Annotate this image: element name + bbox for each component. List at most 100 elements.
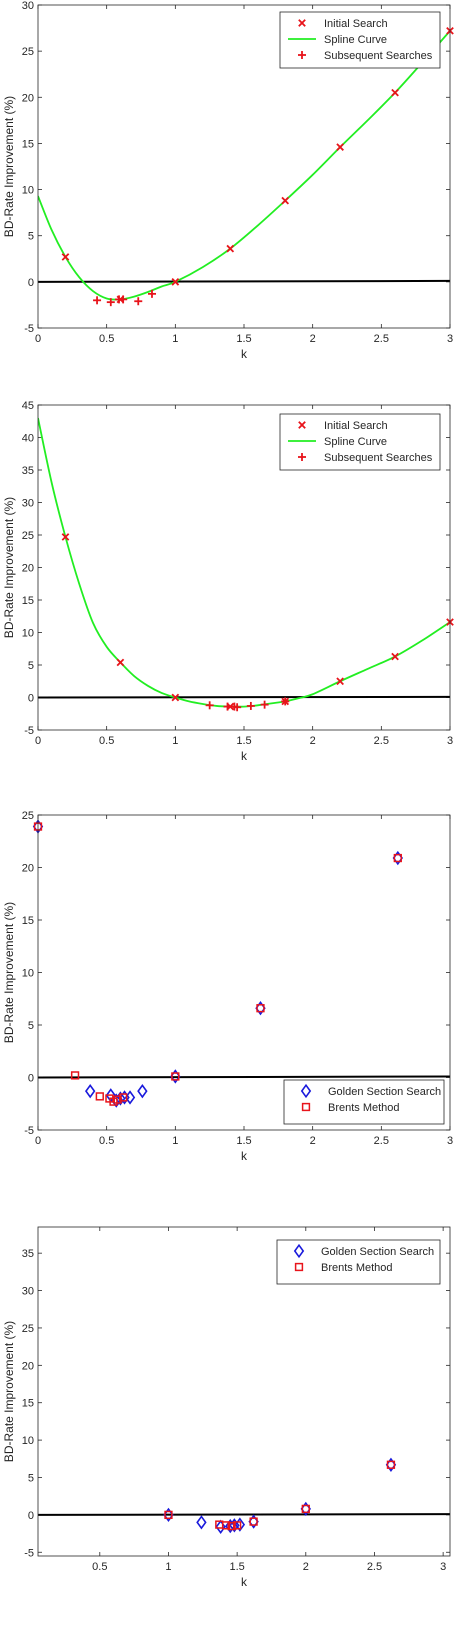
x-axis-label: k [241,749,248,763]
point-brents-method [118,1093,128,1102]
axes-box [37,4,451,329]
legend-swatch [298,453,306,461]
legend: Initial Search Spline Curve Subsequent Sea… [279,413,441,471]
point-golden-section-search [137,1083,148,1099]
point-initial-search [281,196,290,205]
point-brents-method [113,1095,122,1104]
point-subsequent-searches [246,701,255,710]
point-initial-search [336,143,344,151]
x-tick-label: 1 [172,333,178,345]
x-tick-label: 2 [310,333,316,345]
y-tick-label: 10 [22,1435,34,1447]
y-tick-label: 20 [22,863,34,875]
legend-swatch [293,1243,305,1259]
x-tick-label: 2 [303,1561,309,1573]
legend: Golden Section Search Brents Method [276,1239,441,1285]
point-brents-method [301,1504,310,1514]
x-tick-label: 1 [172,735,178,747]
zero-reference-line [37,1513,451,1516]
legend-box [279,413,441,471]
y-tick-label: 10 [22,968,34,980]
y-axis: -5 0 5 10 15 20 25 [22,810,450,1137]
y-tick-label: 25 [22,810,34,822]
point-brents-method [227,1521,236,1531]
legend-label: Brents Method [321,1262,393,1274]
y-tick-label: 15 [22,1398,34,1410]
y-axis: -5 0 5 10 15 20 25 30 [22,0,450,335]
legend-label: Golden Section Search [321,1246,434,1258]
point-golden-section-search [84,1083,96,1099]
x-tick-label: 3 [447,1135,453,1147]
y-tick-label: 30 [22,0,34,12]
y-axis-label: BD-Rate Improvement (%) [2,96,16,237]
x-tick-label: 2.5 [374,333,389,345]
point-brents-method [171,1072,180,1081]
point-initial-search [226,244,235,253]
legend-label: Subsequent Searches [324,50,433,62]
legend-label: Spline Curve [324,34,387,46]
point-brents-method [164,1510,173,1520]
point-initial-search [391,88,399,97]
legend: Initial Search Spline Curve Subsequent Sea… [279,11,441,69]
legend-label: Initial Search [324,420,388,432]
point-subsequent-searches [106,298,115,307]
y-tick-label: 5 [28,231,34,243]
y-tick-label: 10 [22,185,34,197]
point-initial-search [171,278,180,286]
y-tick-label: 5 [28,1472,34,1484]
y-tick-label: 20 [22,1360,34,1372]
y-tick-label: 15 [22,595,34,607]
x-tick-label: 1.5 [236,1135,251,1147]
point-subsequent-searches [223,702,232,711]
y-tick-label: 35 [22,465,34,477]
axes-box [37,404,451,731]
y-axis: -5 0 5 10 15 20 25 30 35 40 45 [22,400,450,737]
y-axis: -5 0 5 10 15 20 25 30 35 [22,1248,450,1559]
legend-swatch [298,51,306,59]
point-initial-search [391,652,399,661]
x-tick-label: 1 [165,1561,171,1573]
y-tick-label: 5 [28,660,34,672]
x-tick-label: 0.5 [99,735,114,747]
y-tick-label: -5 [24,1125,34,1137]
legend-label: Golden Section Search [328,1086,441,1098]
y-tick-label: -5 [24,725,34,737]
point-subsequent-searches [147,289,156,298]
y-tick-label: 0 [28,1510,34,1522]
x-tick-label: 0 [35,333,41,345]
legend-swatch [294,1262,304,1272]
axes-box [37,814,451,1131]
legend-label: Subsequent Searches [324,452,433,464]
point-initial-search [171,693,180,702]
y-tick-label: 25 [22,1323,34,1335]
point-initial-search [61,253,70,261]
point-brents-method [256,1004,265,1013]
x-axis-label: k [241,347,248,361]
series-brents-method [164,1460,396,1531]
legend-swatch [301,1102,311,1112]
x-tick-label: 1.5 [229,1561,244,1573]
legend-label: Spline Curve [324,436,387,448]
markers-layer [163,1457,397,1535]
legend: Golden Section Search Brents Method [283,1079,445,1125]
legend-swatch [300,1083,312,1099]
y-tick-label: 15 [22,138,34,150]
axes-box [37,1226,451,1557]
y-axis-label: BD-Rate Improvement (%) [2,1321,16,1462]
x-axis-label: k [241,1575,248,1589]
point-subsequent-searches [233,703,242,712]
y-tick-label: -5 [24,323,34,335]
point-brents-method [70,1071,80,1080]
x-tick-label: 3 [447,333,453,345]
y-tick-label: 45 [22,400,34,412]
point-initial-search [116,658,125,667]
legend-box [279,11,441,69]
legend-swatch [298,19,306,27]
legend-label: Brents Method [328,1102,400,1114]
x-axis: 0 0.5 1 1.5 2 2.5 3 [35,815,453,1147]
x-tick-label: 0.5 [99,1135,114,1147]
y-tick-label: 40 [22,433,34,445]
point-subsequent-searches [205,701,214,710]
x-tick-label: 0 [35,735,41,747]
